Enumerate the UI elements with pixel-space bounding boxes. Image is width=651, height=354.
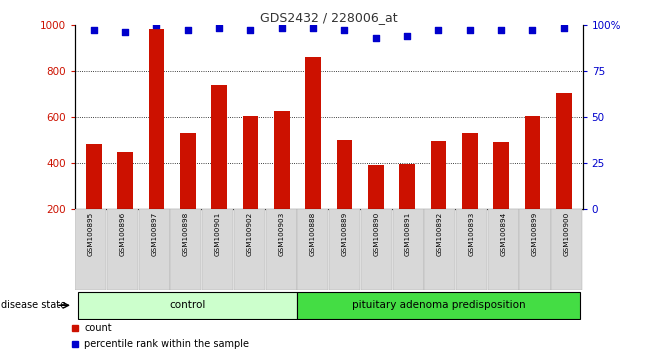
Text: GSM100902: GSM100902 xyxy=(247,211,253,256)
Bar xyxy=(430,141,447,209)
Text: GSM100896: GSM100896 xyxy=(120,211,126,256)
Text: control: control xyxy=(169,300,206,310)
Bar xyxy=(519,209,551,290)
Bar xyxy=(117,153,133,209)
Bar xyxy=(107,209,138,290)
Bar xyxy=(488,209,519,290)
Point xyxy=(496,28,506,33)
Text: GSM100892: GSM100892 xyxy=(437,211,443,256)
Bar xyxy=(298,209,329,290)
Point xyxy=(182,28,193,33)
Bar xyxy=(234,209,265,290)
Bar xyxy=(202,209,233,290)
Point xyxy=(245,28,256,33)
Point xyxy=(339,28,350,33)
Bar xyxy=(462,133,478,209)
Bar xyxy=(393,209,424,290)
Bar xyxy=(368,165,383,209)
Text: GSM100900: GSM100900 xyxy=(564,211,570,256)
Point xyxy=(214,25,224,31)
Text: GSM100901: GSM100901 xyxy=(215,211,221,256)
Bar xyxy=(180,133,195,209)
Bar xyxy=(556,93,572,209)
Bar xyxy=(86,144,102,209)
Bar xyxy=(456,209,487,290)
Bar xyxy=(424,209,456,290)
Bar xyxy=(525,116,540,209)
Bar xyxy=(493,142,509,209)
Text: GSM100894: GSM100894 xyxy=(501,211,506,256)
Bar xyxy=(171,209,202,290)
Text: pituitary adenoma predisposition: pituitary adenoma predisposition xyxy=(352,300,525,310)
Text: GSM100893: GSM100893 xyxy=(469,211,475,256)
Text: disease state: disease state xyxy=(1,300,66,310)
FancyBboxPatch shape xyxy=(298,292,579,319)
Bar xyxy=(305,57,321,209)
Bar xyxy=(266,209,297,290)
Point xyxy=(89,28,99,33)
Bar xyxy=(337,140,352,209)
Text: count: count xyxy=(84,323,111,333)
Text: GSM100891: GSM100891 xyxy=(405,211,411,256)
Text: percentile rank within the sample: percentile rank within the sample xyxy=(84,339,249,349)
Point xyxy=(370,35,381,40)
Point xyxy=(120,29,130,35)
Bar xyxy=(75,209,106,290)
Text: GSM100903: GSM100903 xyxy=(278,211,284,256)
Point xyxy=(277,25,287,31)
Text: GSM100888: GSM100888 xyxy=(310,211,316,256)
Text: GSM100898: GSM100898 xyxy=(183,211,189,256)
Bar xyxy=(399,164,415,209)
Bar xyxy=(274,111,290,209)
Text: GSM100895: GSM100895 xyxy=(88,211,94,256)
Text: GSM100889: GSM100889 xyxy=(342,211,348,256)
Bar xyxy=(329,209,360,290)
Text: GSM100897: GSM100897 xyxy=(151,211,157,256)
Point xyxy=(559,25,569,31)
FancyBboxPatch shape xyxy=(78,292,298,319)
Text: GSM100899: GSM100899 xyxy=(532,211,538,256)
Title: GDS2432 / 228006_at: GDS2432 / 228006_at xyxy=(260,11,398,24)
Point xyxy=(465,28,475,33)
Point xyxy=(151,22,161,28)
Text: GSM100890: GSM100890 xyxy=(374,211,380,256)
Bar xyxy=(211,85,227,209)
Bar xyxy=(361,209,392,290)
Point xyxy=(308,25,318,31)
Point xyxy=(527,28,538,33)
Bar xyxy=(551,209,583,290)
Point xyxy=(434,28,444,33)
Point xyxy=(402,33,412,39)
Bar xyxy=(148,29,164,209)
Bar xyxy=(139,209,170,290)
Bar xyxy=(243,116,258,209)
